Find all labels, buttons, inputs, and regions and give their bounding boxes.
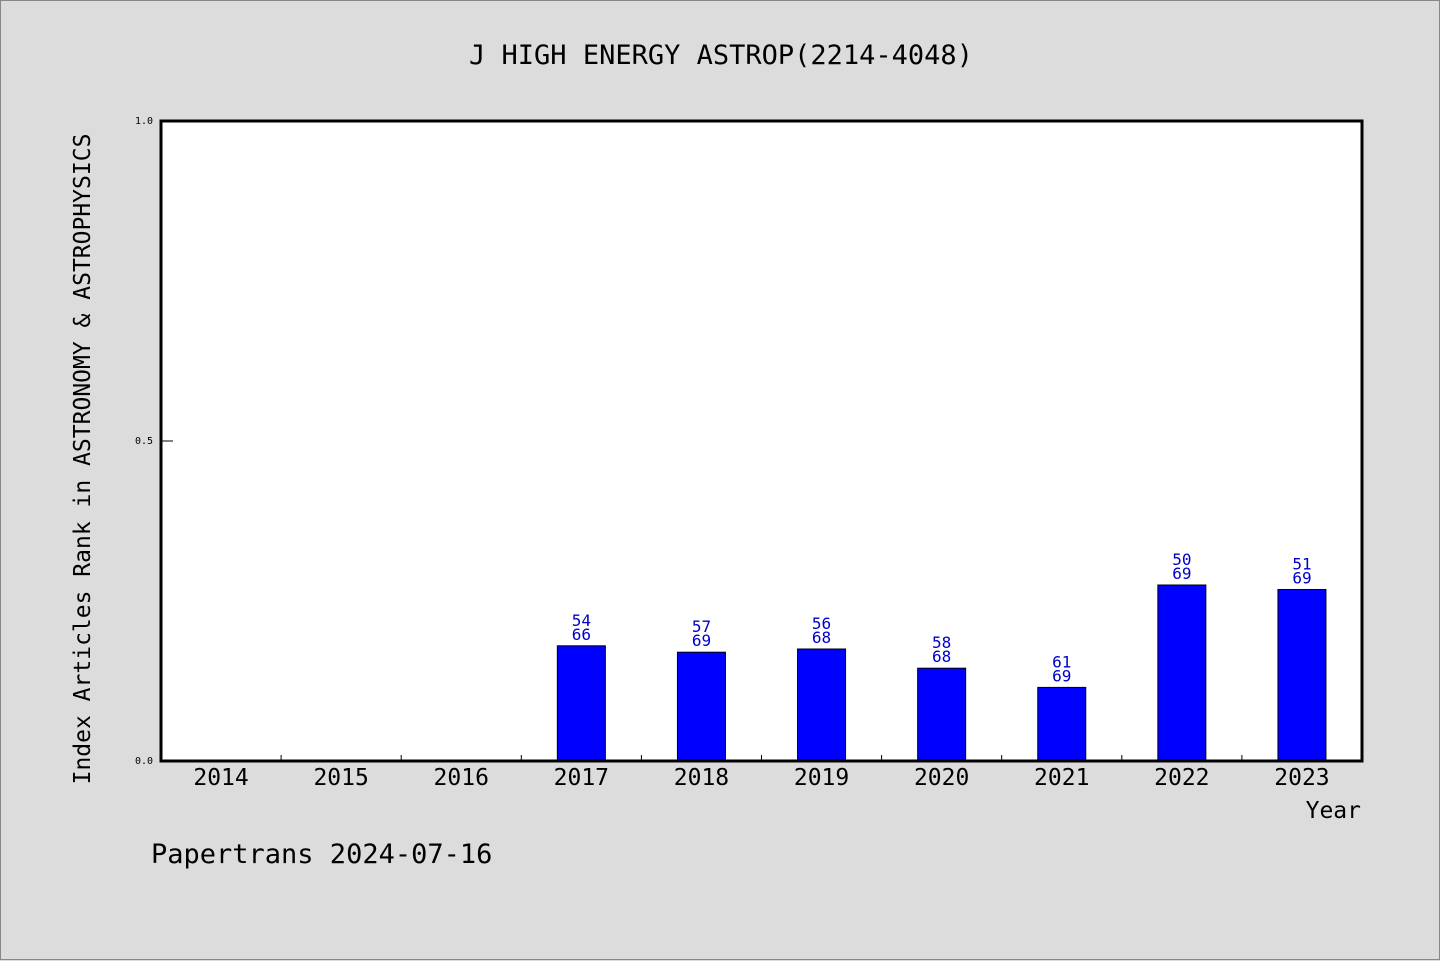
bar: [1157, 584, 1207, 762]
y-tick-label: 1.0: [135, 116, 153, 127]
bar: [676, 651, 726, 762]
x-tick-label: 2016: [434, 765, 489, 791]
data-label-rank: 54: [572, 611, 591, 630]
bar: [797, 648, 847, 762]
data-label-rank: 58: [932, 633, 951, 652]
x-tick-label: 2014: [193, 765, 248, 791]
data-label-rank: 51: [1292, 554, 1311, 573]
data-label-total: 69: [692, 631, 711, 650]
chart-marks: 0.0 0.5 1.0 2014 2015 2016 2017 2018 2019 2020 202…: [135, 116, 1330, 791]
data-label-rank: 56: [812, 614, 831, 633]
data-label-total: 68: [812, 628, 831, 647]
data-label-total: 68: [932, 647, 951, 666]
x-tick-label: 2021: [1034, 765, 1089, 791]
x-axis-label: Year: [1306, 798, 1361, 824]
bar: [917, 667, 967, 762]
data-label-total: 66: [572, 625, 591, 644]
x-tick-label: 2017: [554, 765, 609, 791]
chart-title: J HIGH ENERGY ASTROP(2214-4048): [469, 40, 973, 71]
x-tick-label: 2015: [313, 765, 368, 791]
bar: [556, 645, 606, 762]
data-label-rank: 61: [1052, 652, 1071, 671]
footer-credit: Papertrans 2024-07-16: [151, 839, 492, 870]
data-label-rank: 57: [692, 617, 711, 636]
bar: [1037, 686, 1087, 762]
y-tick-label: 0.0: [135, 756, 153, 767]
x-tick-label: 2022: [1154, 765, 1209, 791]
y-axis-label: Index Articles Rank in ASTRONOMY & ASTRO…: [70, 134, 96, 785]
x-tick-label: 2018: [674, 765, 729, 791]
y-tick-label: 0.5: [135, 436, 153, 447]
plot-border: [159, 119, 1364, 763]
x-tick-label: 2020: [914, 765, 969, 791]
data-label-total: 69: [1172, 564, 1191, 583]
x-tick-label: 2023: [1274, 765, 1329, 791]
data-label-total: 69: [1052, 666, 1071, 685]
x-tick-label: 2019: [794, 765, 849, 791]
bar: [1277, 588, 1327, 762]
data-label-rank: 50: [1172, 550, 1191, 569]
data-label-total: 69: [1292, 568, 1311, 587]
